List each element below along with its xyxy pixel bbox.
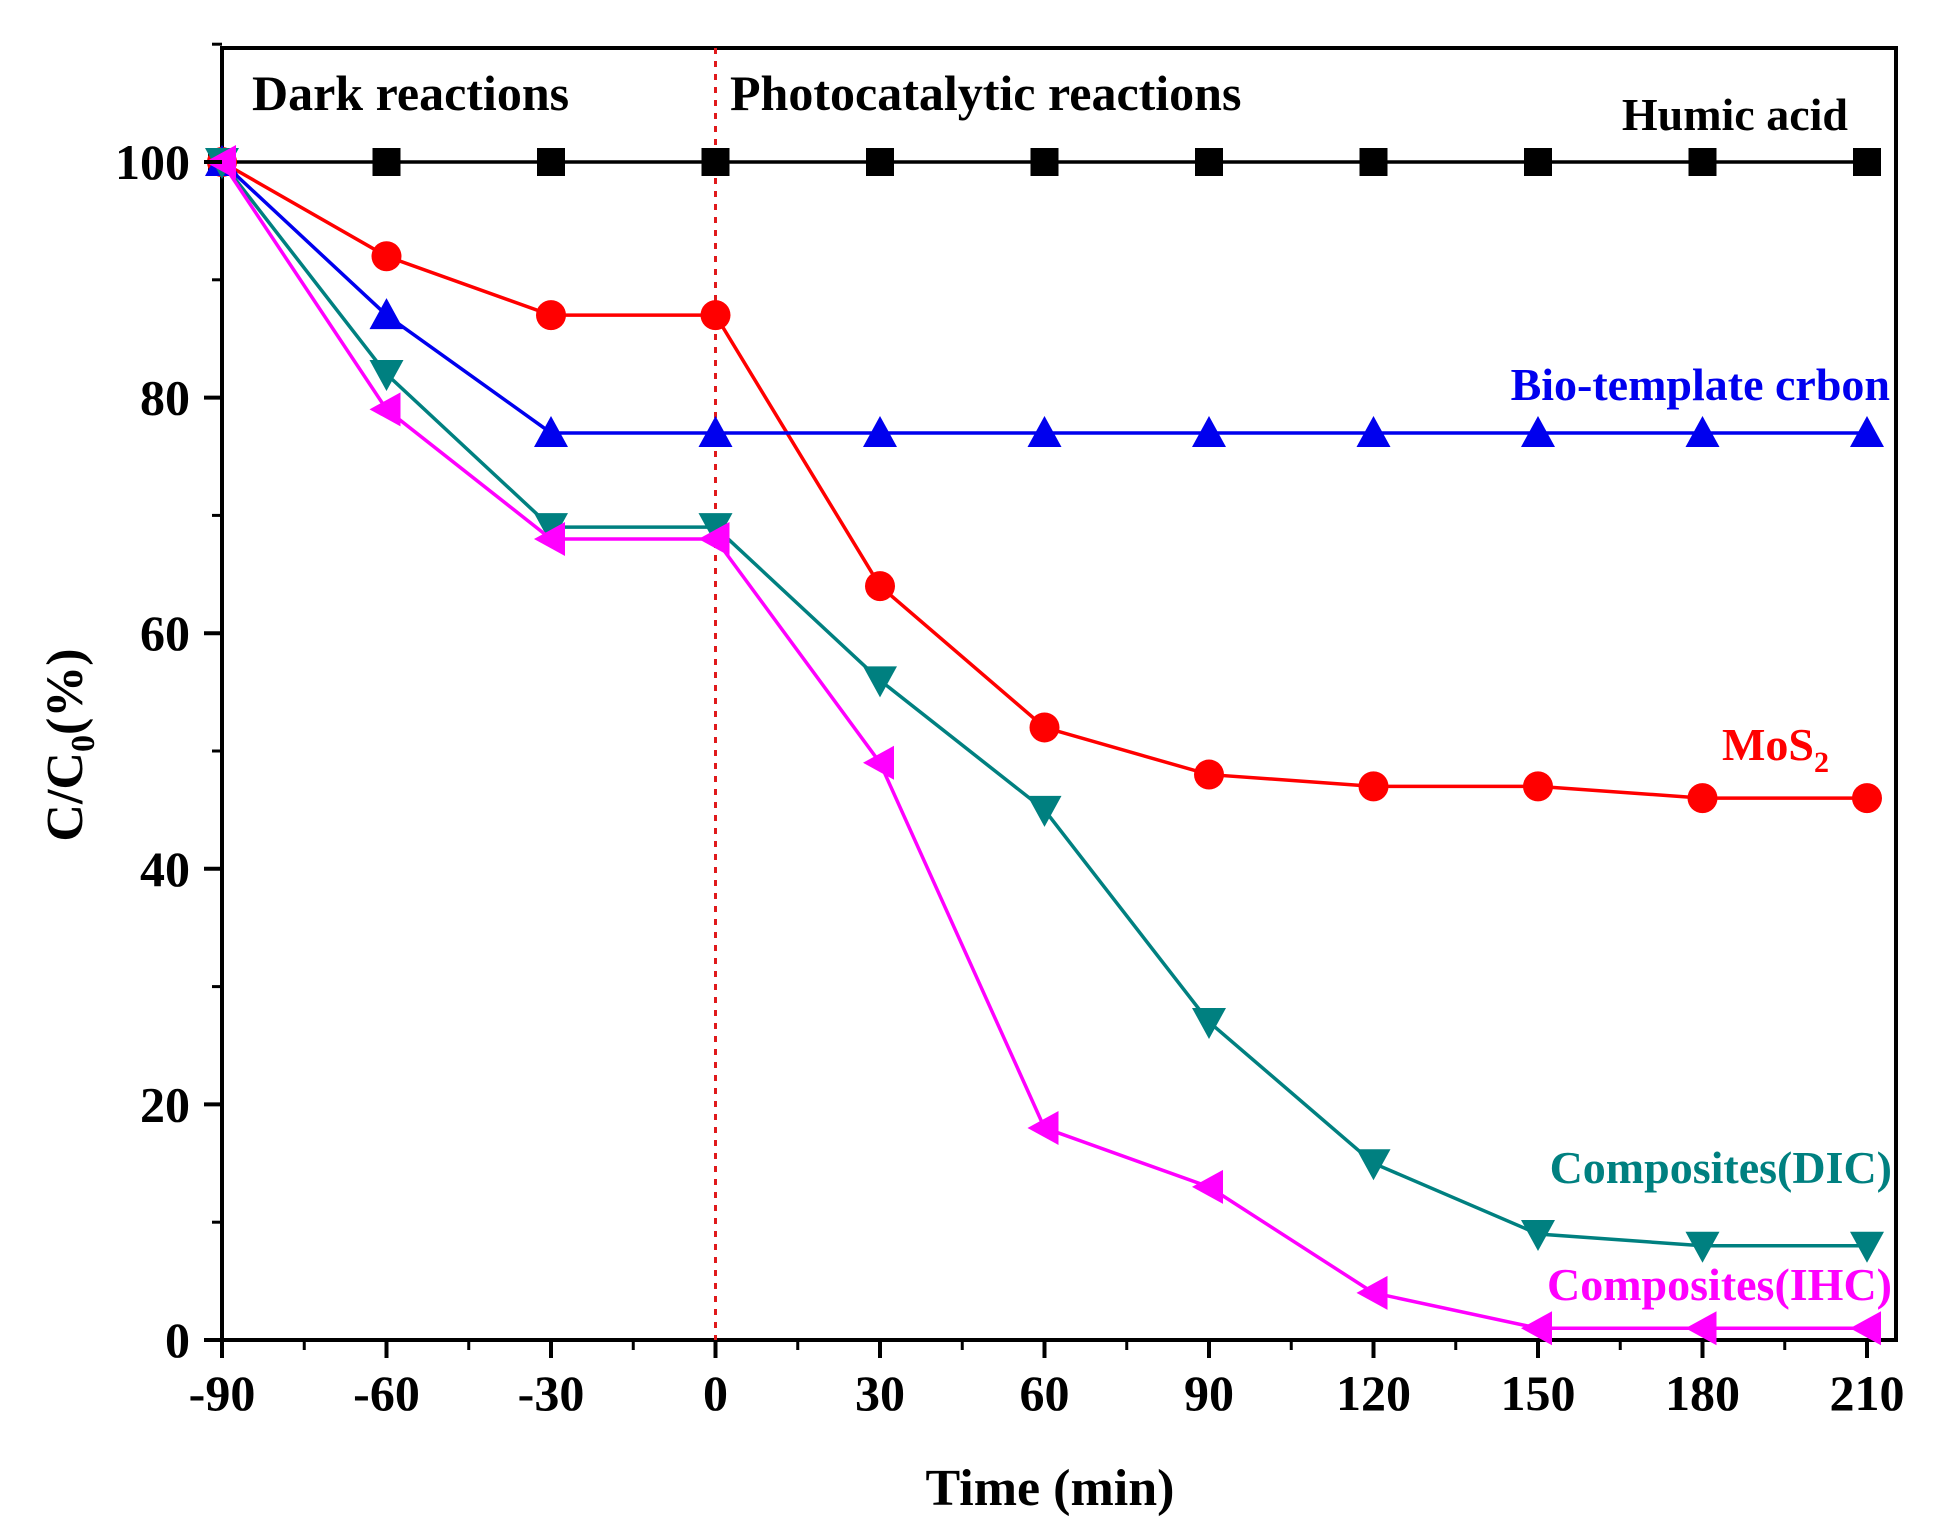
region-label-photocatalytic: Photocatalytic reactions — [730, 65, 1241, 121]
x-tick-label: -30 — [518, 1365, 585, 1421]
data-point-composites-dic — [698, 513, 733, 545]
x-tick-label: 30 — [855, 1365, 905, 1421]
data-point-composites-dic — [1685, 1231, 1720, 1263]
plot-frame — [220, 46, 1898, 1342]
data-point-mos — [1687, 783, 1718, 814]
series-bio-template-crbon — [205, 145, 1884, 447]
x-tick-label: 120 — [1336, 1365, 1411, 1421]
data-point-humic-acid — [1195, 148, 1223, 176]
x-tick-label: 150 — [1501, 1365, 1576, 1421]
data-point-composites-dic — [863, 666, 897, 698]
x-tick-label: 210 — [1830, 1365, 1905, 1421]
series-line-mos — [221, 160, 1867, 800]
data-point-composites-dic — [534, 513, 568, 545]
data-point-humic-acid — [1030, 148, 1059, 176]
data-point-bio-template-crbon — [1192, 415, 1226, 447]
data-point-bio-template-crbon — [1027, 415, 1062, 447]
series-label-mos2: MoS2 — [1722, 719, 1829, 779]
x-axis-title: Time (min) — [926, 1460, 1175, 1517]
data-point-humic-acid — [701, 148, 730, 176]
data-point-composites-ihc — [369, 392, 401, 427]
data-point-mos — [371, 241, 402, 272]
data-point-humic-acid — [372, 148, 401, 176]
data-point-bio-template-crbon — [369, 298, 404, 330]
data-point-mos — [700, 300, 731, 331]
series-label-mos2-main: MoS — [1722, 719, 1814, 770]
data-point-bio-template-crbon — [534, 415, 568, 447]
data-point-composites-dic — [1192, 1007, 1226, 1039]
data-point-composites-ihc — [1850, 1311, 1881, 1346]
data-point-composites-dic — [1027, 795, 1062, 827]
data-point-composites-dic — [369, 360, 404, 392]
series-mos — [207, 147, 1882, 814]
y-tick-label: 40 — [140, 841, 190, 897]
x-tick-label: -90 — [189, 1365, 256, 1421]
data-point-mos — [865, 571, 895, 602]
data-point-mos — [1523, 771, 1553, 802]
series-label-composites-dic: Composites(DIC) — [1550, 1142, 1892, 1193]
series-label-composites-ihc: Composites(IHC) — [1547, 1259, 1892, 1310]
data-point-bio-template-crbon — [1356, 415, 1391, 447]
series-composites-ihc — [205, 145, 1881, 1346]
data-point-composites-ihc — [863, 745, 894, 780]
series-label-bio-template-carbon: Bio-template crbon — [1511, 359, 1890, 410]
data-point-composites-ihc — [698, 521, 730, 556]
region-label-dark: Dark reactions — [252, 65, 569, 121]
series-label-mos2-sub: 2 — [1814, 746, 1829, 779]
data-point-humic-acid — [1359, 148, 1388, 176]
data-point-bio-template-crbon — [1850, 415, 1884, 447]
series-line-composites-dic — [220, 160, 1867, 1248]
data-point-composites-ihc — [1521, 1311, 1552, 1346]
data-point-humic-acid — [1688, 148, 1717, 176]
y-axis-title-suffix: (%) — [37, 648, 94, 735]
y-tick-label: 20 — [140, 1076, 190, 1132]
y-axis-title-main: C/C — [37, 752, 94, 842]
data-point-humic-acid — [866, 148, 894, 176]
x-tick-label: 90 — [1184, 1365, 1234, 1421]
data-point-mos — [536, 300, 566, 331]
data-point-composites-dic — [1521, 1219, 1555, 1251]
x-tick-label: 180 — [1665, 1365, 1740, 1421]
data-point-composites-ihc — [1685, 1311, 1717, 1346]
y-tick-label: 0 — [165, 1312, 190, 1368]
data-point-bio-template-crbon — [698, 415, 733, 447]
data-point-bio-template-crbon — [863, 415, 897, 447]
series-label-humic-acid: Humic acid — [1622, 89, 1849, 140]
data-point-bio-template-crbon — [1521, 415, 1555, 447]
data-point-composites-ihc — [1192, 1169, 1223, 1204]
y-tick-label: 100 — [115, 134, 190, 190]
data-point-composites-dic — [1850, 1231, 1884, 1263]
x-tick-label: 60 — [1020, 1365, 1070, 1421]
data-point-composites-ihc — [534, 521, 565, 556]
x-tick-label: 0 — [703, 1365, 728, 1421]
data-point-bio-template-crbon — [1685, 415, 1720, 447]
data-point-humic-acid — [1853, 148, 1881, 176]
data-point-composites-ihc — [1027, 1110, 1059, 1145]
data-point-mos — [1358, 771, 1389, 802]
x-tick-label: -60 — [353, 1365, 420, 1421]
data-point-humic-acid — [537, 148, 565, 176]
y-axis-title-sub: 0 — [65, 735, 102, 752]
data-point-composites-ihc — [1356, 1275, 1388, 1310]
series-composites-dic — [205, 148, 1884, 1263]
series-humic-acid — [208, 148, 1881, 176]
data-point-mos — [1029, 712, 1060, 743]
y-tick-label: 80 — [140, 370, 190, 426]
y-tick-label: 60 — [140, 605, 190, 661]
data-point-composites-dic — [1356, 1149, 1391, 1181]
data-point-mos — [1194, 759, 1224, 790]
y-axis-title: C/C0(%) — [37, 648, 102, 841]
data-point-mos — [1852, 783, 1882, 814]
data-point-humic-acid — [1524, 148, 1552, 176]
